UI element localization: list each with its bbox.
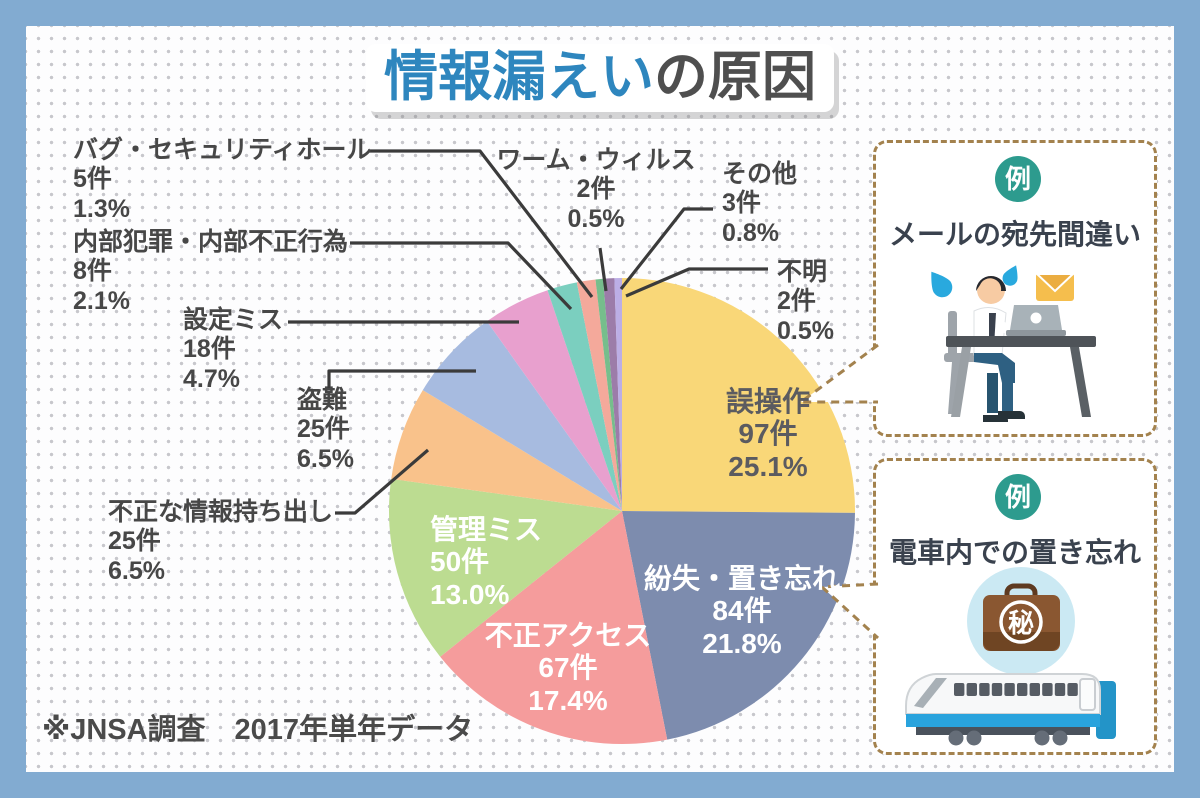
slice-count: 5件 (73, 165, 112, 194)
slice-name: その他 (722, 160, 798, 188)
label-management-mistake: 管理ミス 50件 13.0% (430, 514, 542, 611)
callout-email-mistake: 例 メールの宛先間違い (873, 140, 1157, 437)
label-unknown: 不明 2件 0.5% (777, 258, 834, 346)
slice-count: 25件 (297, 415, 350, 444)
slice-count: 2件 (777, 287, 816, 316)
secret-seal: 秘 (1008, 608, 1034, 638)
label-theft: 盗難 25件 6.5% (297, 386, 354, 474)
example-badge: 例 (995, 156, 1041, 202)
label-misoperation: 誤操作 97件 25.1% (668, 386, 868, 483)
slice-percent: 13.0% (430, 578, 510, 610)
slice-percent: 6.5% (108, 556, 165, 585)
page-title: 情報漏えいの原因 (366, 44, 834, 112)
slice-name: 紛失・置き忘れ (643, 563, 840, 594)
person-at-laptop-illustration (931, 265, 1096, 422)
source-note: ※JNSA調査 2017年単年データ (42, 714, 474, 746)
slice-percent: 0.5% (567, 204, 625, 233)
slice-count: 8件 (73, 257, 112, 286)
slice-percent: 0.8% (722, 218, 779, 247)
slice-percent: 21.8% (702, 627, 782, 659)
callout-heading: メールの宛先間違い (888, 219, 1141, 250)
slice-name: 内部犯罪・内部不正行為 (73, 228, 349, 256)
slice-percent: 6.5% (297, 444, 354, 473)
desk (946, 336, 1096, 417)
slice-count: 25件 (108, 527, 161, 556)
slice-percent: 1.3% (73, 194, 130, 223)
label-other: その他 3件 0.8% (722, 160, 797, 248)
secret-seal-ring (999, 600, 1043, 644)
slice-percent: 4.7% (183, 364, 240, 393)
slice-count: 2件 (576, 175, 616, 204)
slice-name: 不正な情報持ち出し (108, 498, 334, 526)
label-bug-security-hole: バグ・セキュリティホール 5件 1.3% (73, 136, 372, 224)
title-highlight: 情報漏えい (384, 47, 654, 107)
label-unauthorized-access: 不正アクセス 67件 17.4% (468, 620, 668, 717)
slice-count: 3件 (722, 189, 761, 218)
slice-count: 67件 (538, 652, 598, 684)
slice-name: 盗難 (297, 386, 348, 414)
sweat-drop-icon (931, 265, 1018, 298)
callout-heading: 電車内での置き忘れ (888, 537, 1141, 568)
slice-name: 設定ミス (183, 306, 284, 334)
slice-name: 誤操作 (725, 386, 810, 417)
slice-count: 84件 (712, 595, 772, 627)
slice-count: 97件 (738, 418, 798, 450)
slice-percent: 0.5% (777, 316, 834, 345)
callout-left-in-train: 例 電車内での置き忘れ 秘 (873, 458, 1157, 755)
slice-name: 管理ミス (430, 514, 543, 545)
envelope-icon (1034, 273, 1076, 301)
slice-name: バグ・セキュリティホール (73, 136, 372, 164)
label-loss-misplacement: 紛失・置き忘れ 84件 21.8% (642, 563, 842, 660)
slice-percent: 2.1% (73, 286, 130, 315)
label-improper-takeout: 不正な情報持ち出し 25件 6.5% (108, 498, 333, 586)
train-icon (905, 673, 1116, 746)
label-internal-crime: 内部犯罪・内部不正行為 8件 2.1% (73, 228, 348, 316)
slice-count: 18件 (183, 335, 236, 364)
slice-percent: 17.4% (528, 684, 608, 716)
title-suffix: の原因 (654, 47, 816, 107)
label-worm-virus: ワーム・ウィルス 2件 0.5% (480, 146, 712, 234)
label-config-mistake: 設定ミス 18件 4.7% (183, 306, 283, 394)
example-badge: 例 (995, 474, 1041, 520)
train-briefcase-illustration: 秘 (905, 567, 1116, 746)
laptop-icon (1006, 305, 1066, 336)
slice-name: ワーム・ウィルス (496, 146, 696, 174)
slice-name: 不明 (777, 258, 828, 286)
slice-name: 不正アクセス (484, 620, 652, 651)
person-figure (973, 276, 1026, 422)
slice-count: 50件 (430, 546, 490, 578)
slice-percent: 25.1% (728, 450, 808, 482)
briefcase-icon: 秘 (983, 583, 1060, 651)
